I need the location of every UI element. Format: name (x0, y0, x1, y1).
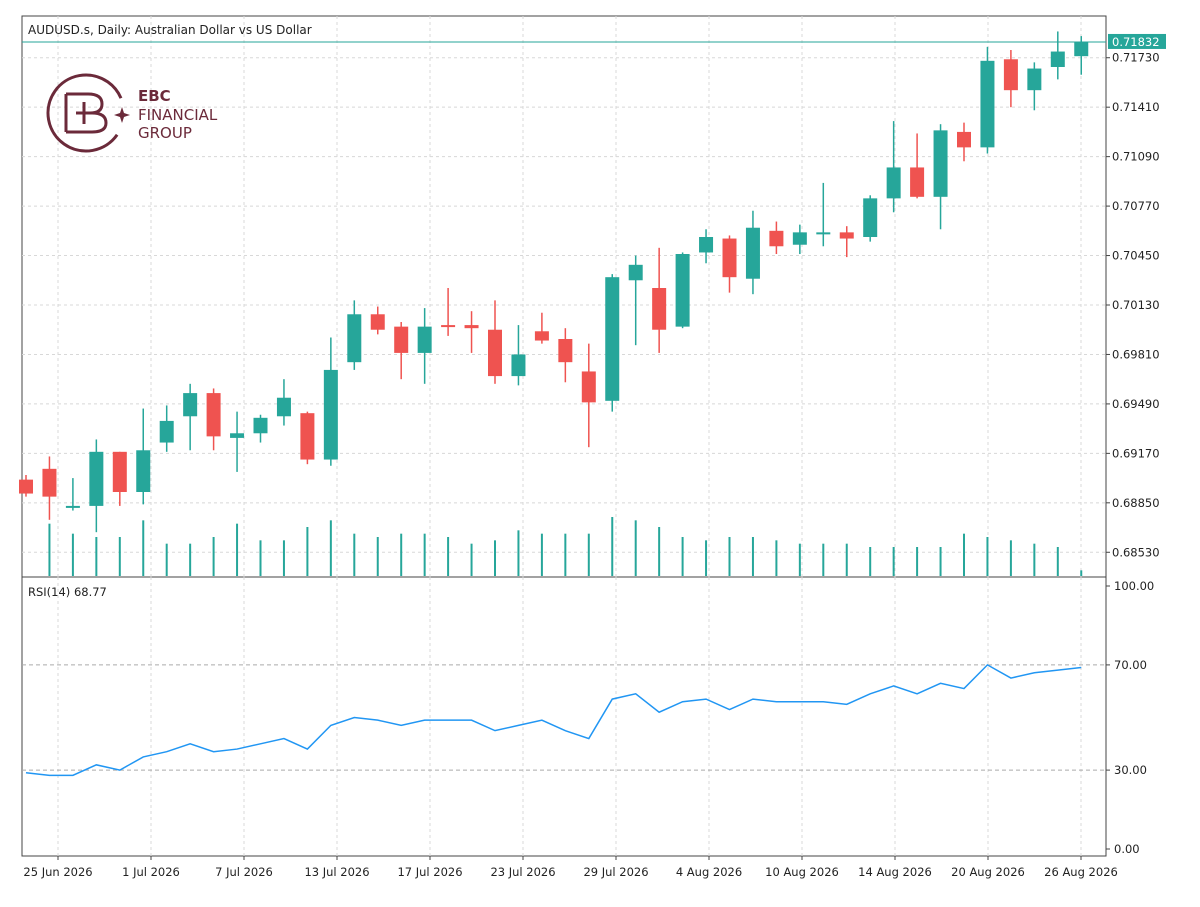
rsi-tick-label: 0.00 (1114, 842, 1140, 856)
rsi-tick-label: 100.00 (1114, 579, 1154, 593)
rsi-line (25, 663, 1082, 777)
candle-body (230, 433, 245, 438)
candle-body (769, 230, 784, 247)
candle-body (1050, 51, 1065, 67)
ebc-logo-star-icon (114, 107, 130, 123)
time-tick-label: 25 Jun 2026 (23, 865, 92, 879)
candle-body (910, 167, 925, 197)
price-tick-label: 0.70770 (1112, 199, 1160, 213)
candle-body (206, 393, 221, 437)
candle-body (1003, 59, 1018, 91)
candle-body (464, 325, 479, 329)
volume-bars (48, 517, 1083, 576)
candle-body (112, 451, 127, 492)
candle-body (628, 264, 643, 281)
candle-body (605, 277, 620, 401)
rsi-title: RSI(14) 68.77 (28, 585, 107, 599)
candle-body (534, 331, 549, 341)
time-tick-label: 4 Aug 2026 (676, 865, 742, 879)
candle-body (19, 479, 33, 494)
candle-body (347, 314, 362, 363)
rsi-line-group (25, 663, 1082, 777)
price-tick-label: 0.71410 (1112, 100, 1160, 114)
candle-body (839, 232, 854, 239)
price-tick-label: 0.68850 (1112, 496, 1160, 510)
price-tick-label: 0.69170 (1112, 446, 1160, 460)
candle-body (65, 505, 80, 508)
time-tick-label: 20 Aug 2026 (951, 865, 1025, 879)
candle-body (1027, 68, 1042, 91)
price-tick-label: 0.68530 (1112, 545, 1160, 559)
time-tick-label: 17 Jul 2026 (397, 865, 462, 879)
candle-body (675, 254, 690, 327)
rsi-tick-label: 70.00 (1114, 658, 1147, 672)
candle-body (183, 393, 198, 417)
current-price-tag (1108, 33, 1166, 49)
candle-body (558, 339, 573, 363)
ebc-logo: EBC FINANCIAL GROUP (46, 73, 218, 153)
price-tick-label: 0.69490 (1112, 397, 1160, 411)
candle-body (300, 413, 315, 460)
candle-body (441, 325, 456, 328)
candle-body (745, 227, 760, 279)
time-tick-label: 10 Aug 2026 (765, 865, 839, 879)
rsi-tick-label: 30.00 (1114, 763, 1147, 777)
price-tick-label: 0.71730 (1112, 51, 1160, 65)
axis-labels: 0.71730 0.71410 0.71090 0.70770 0.70450 0.701… (23, 51, 1159, 879)
candle-body (581, 371, 596, 403)
candle-body (276, 397, 291, 417)
rsi-panel-frame (21, 576, 1107, 857)
candle-body (370, 314, 385, 330)
candle-body (511, 354, 526, 377)
ebc-logo-monogram-icon (64, 92, 108, 134)
candle-body (980, 60, 995, 148)
logo-text-group: GROUP (138, 124, 192, 142)
candle-body (886, 167, 901, 199)
candle-body (323, 369, 338, 460)
candle-body (816, 232, 831, 235)
logo-text-ebc: EBC (138, 87, 171, 105)
time-tick-label: 1 Jul 2026 (122, 865, 180, 879)
time-tick-label: 14 Aug 2026 (858, 865, 932, 879)
price-tick-label: 0.69810 (1112, 347, 1160, 361)
candle-body (957, 131, 971, 148)
time-tick-label: 29 Jul 2026 (583, 865, 648, 879)
candle-body (417, 326, 432, 353)
price-tick-label: 0.71090 (1112, 150, 1160, 164)
candle-body (863, 198, 878, 237)
candle-body (699, 237, 714, 253)
candle-body (253, 417, 268, 434)
main-chart-frame (21, 15, 1107, 578)
logo-text-financial: FINANCIAL (138, 106, 218, 124)
candle-body (136, 450, 151, 492)
candle-body (792, 232, 807, 245)
time-tick-label: 7 Jul 2026 (215, 865, 273, 879)
candle-body (1074, 42, 1089, 57)
candle-body (488, 329, 502, 377)
candle-body (933, 130, 948, 197)
chart-title: AUDUSD.s, Daily: Australian Dollar vs US… (28, 23, 312, 37)
time-tick-label: 13 Jul 2026 (304, 865, 369, 879)
candle-body (89, 451, 104, 506)
candle-body (394, 326, 409, 353)
price-tick-label: 0.70130 (1112, 298, 1160, 312)
candle-body (159, 420, 174, 443)
candle-body (42, 468, 57, 497)
candle-body (722, 238, 737, 278)
candle-body (652, 288, 667, 330)
current-price-label: 0.71832 (1112, 35, 1160, 49)
time-tick-label: 23 Jul 2026 (490, 865, 555, 879)
price-tick-label: 0.70450 (1112, 249, 1160, 263)
candles (19, 31, 1089, 533)
time-tick-label: 26 Aug 2026 (1044, 865, 1118, 879)
